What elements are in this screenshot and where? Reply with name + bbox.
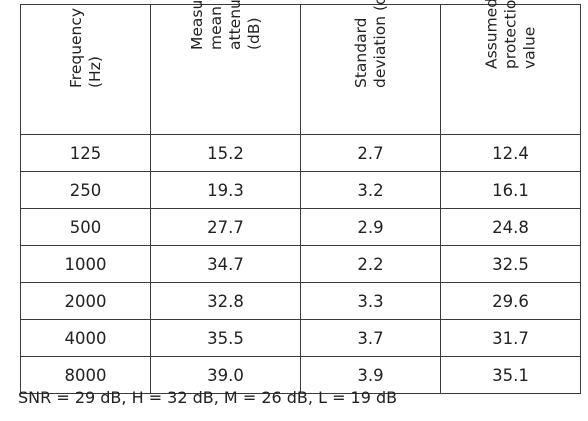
cell-frequency: 250 bbox=[20, 171, 151, 209]
cell-protection-value: 35.1 bbox=[440, 356, 581, 394]
cell-standard-deviation: 3.3 bbox=[300, 282, 441, 320]
cell-mean-attenuation: 34.7 bbox=[150, 245, 301, 283]
header-row: Frequency (Hz) Measured mean attenuation… bbox=[20, 0, 581, 135]
cell-protection-value: 12.4 bbox=[440, 134, 581, 172]
header-assumed-protection-value: Assumed protection value bbox=[440, 0, 581, 135]
cell-frequency: 125 bbox=[20, 134, 151, 172]
cell-standard-deviation: 3.7 bbox=[300, 319, 441, 357]
header-frequency: Frequency (Hz) bbox=[20, 4, 151, 135]
cell-frequency: 1000 bbox=[20, 245, 151, 283]
cell-mean-attenuation: 19.3 bbox=[150, 171, 301, 209]
header-standard-line-2: deviation (dB) bbox=[370, 0, 389, 88]
attenuation-table-container: Frequency (Hz) Measured mean attenuation… bbox=[20, 0, 581, 394]
header-assumed-line-1: Assumed bbox=[482, 0, 500, 69]
header-standard-line-1: Standard bbox=[351, 17, 370, 88]
cell-protection-value: 31.7 bbox=[440, 319, 581, 357]
cell-mean-attenuation: 27.7 bbox=[150, 208, 301, 246]
footnote: SNR = 29 dB, H = 32 dB, M = 26 dB, L = 1… bbox=[18, 388, 398, 407]
header-frequency-line-2: (Hz) bbox=[85, 56, 104, 88]
cell-standard-deviation: 2.9 bbox=[300, 208, 441, 246]
cell-protection-value: 16.1 bbox=[440, 171, 581, 209]
table-row: 1000 34.7 2.2 32.5 bbox=[20, 245, 581, 283]
attenuation-table: Frequency (Hz) Measured mean attenuation… bbox=[20, 0, 581, 394]
header-measured-line-2: mean bbox=[206, 6, 225, 50]
cell-frequency: 4000 bbox=[20, 319, 151, 357]
header-standard-deviation: Standard deviation (dB) bbox=[300, 0, 441, 135]
cell-mean-attenuation: 35.5 bbox=[150, 319, 301, 357]
cell-frequency: 500 bbox=[20, 208, 151, 246]
table-row: 500 27.7 2.9 24.8 bbox=[20, 208, 581, 246]
cell-mean-attenuation: 15.2 bbox=[150, 134, 301, 172]
header-measured-line-4: (dB) bbox=[244, 17, 263, 50]
table-row: 8000 39.0 3.9 35.1 bbox=[20, 356, 581, 394]
cell-protection-value: 24.8 bbox=[440, 208, 581, 246]
header-frequency-line-1: Frequency bbox=[66, 7, 85, 88]
cell-standard-deviation: 2.7 bbox=[300, 134, 441, 172]
table-row: 250 19.3 3.2 16.1 bbox=[20, 171, 581, 209]
header-assumed-line-3: value bbox=[520, 26, 538, 69]
header-assumed-line-2: protection bbox=[501, 0, 519, 69]
cell-standard-deviation: 2.2 bbox=[300, 245, 441, 283]
table-row: 4000 35.5 3.7 31.7 bbox=[20, 319, 581, 357]
cell-mean-attenuation: 32.8 bbox=[150, 282, 301, 320]
table-row: 125 15.2 2.7 12.4 bbox=[20, 134, 581, 172]
header-measured-line-3: attenuation bbox=[225, 0, 244, 50]
header-measured-mean-attenuation: Measured mean attenuation (dB) bbox=[150, 0, 301, 135]
cell-mean-attenuation: 39.0 bbox=[150, 356, 301, 394]
cell-frequency: 8000 bbox=[20, 356, 151, 394]
cell-protection-value: 29.6 bbox=[440, 282, 581, 320]
header-measured-line-1: Measured bbox=[187, 0, 206, 50]
cell-protection-value: 32.5 bbox=[440, 245, 581, 283]
cell-standard-deviation: 3.2 bbox=[300, 171, 441, 209]
table-row: 2000 32.8 3.3 29.6 bbox=[20, 282, 581, 320]
cell-frequency: 2000 bbox=[20, 282, 151, 320]
